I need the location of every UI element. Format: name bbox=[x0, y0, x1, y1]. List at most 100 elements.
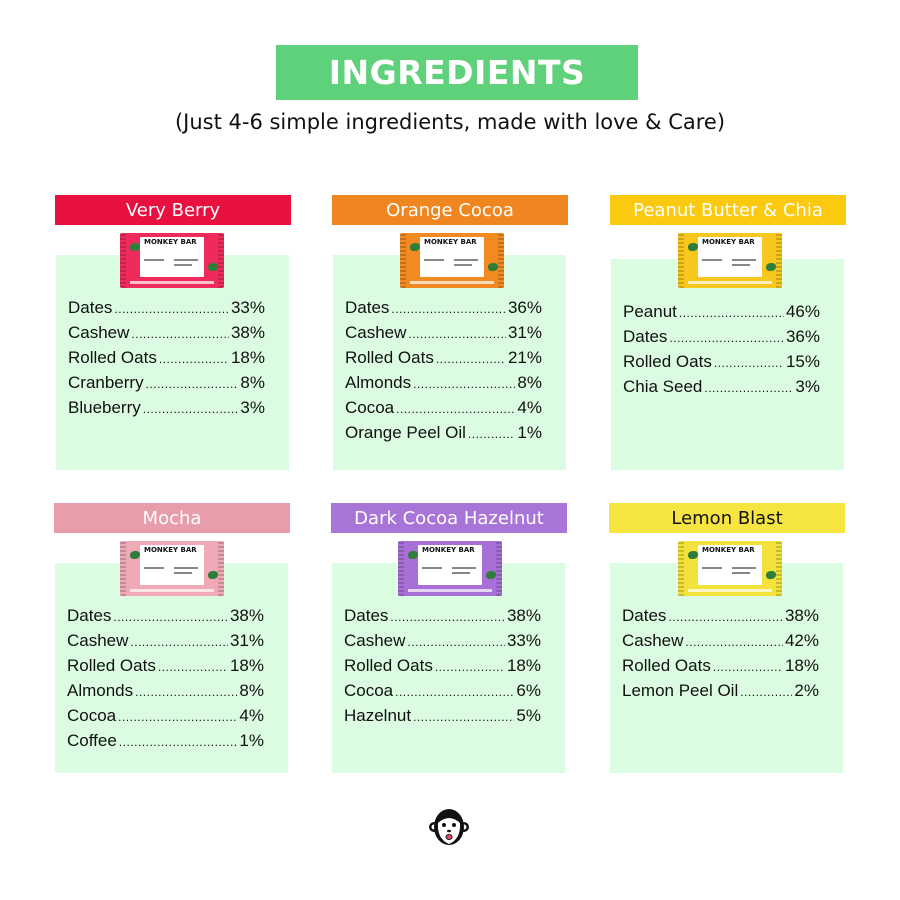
dot-leader bbox=[704, 376, 793, 401]
ingredient-percentage: 33% bbox=[230, 298, 265, 317]
dot-leader bbox=[413, 705, 514, 730]
dot-leader bbox=[390, 605, 505, 630]
ingredient-name: Dates bbox=[67, 606, 112, 625]
ingredient-name: Dates bbox=[68, 298, 113, 317]
ingredient-name: Cashew bbox=[622, 631, 684, 650]
dot-leader bbox=[468, 422, 515, 447]
ingredient-name: Blueberry bbox=[68, 398, 141, 417]
ingredient-percentage: 18% bbox=[506, 656, 541, 675]
ingredient-row: Cashew 33% bbox=[344, 628, 541, 653]
dot-leader bbox=[159, 347, 229, 372]
ingredient-percentage: 8% bbox=[517, 373, 542, 392]
flavor-name: Very Berry bbox=[55, 195, 291, 225]
ingredient-name: Cranberry bbox=[68, 373, 144, 392]
ingredient-percentage: 2% bbox=[794, 681, 819, 700]
ingredient-percentage: 21% bbox=[507, 348, 542, 367]
ingredient-name: Rolled Oats bbox=[345, 348, 434, 367]
ingredient-percentage: 36% bbox=[507, 298, 542, 317]
ingredient-row: Dates 38% bbox=[344, 603, 541, 628]
ingredient-row: Coffee 1% bbox=[67, 728, 264, 753]
dot-leader bbox=[119, 730, 238, 755]
ingredient-name: Dates bbox=[344, 606, 389, 625]
package-brand: MONKEY BAR bbox=[424, 238, 477, 246]
dot-leader bbox=[679, 301, 784, 326]
ingredient-percentage: 38% bbox=[229, 606, 264, 625]
ingredient-percentage: 36% bbox=[785, 327, 820, 346]
flavor-name: Mocha bbox=[54, 503, 290, 533]
ingredient-panel: Dates 38% Cashew 42% Rolled Oats 18% Lemon Pee… bbox=[610, 563, 843, 773]
ingredient-row: Dates 38% bbox=[622, 603, 819, 628]
ingredient-name: Cashew bbox=[345, 323, 407, 342]
ingredient-row: Almonds 8% bbox=[345, 370, 542, 395]
dot-leader bbox=[143, 397, 239, 422]
ingredient-name: Dates bbox=[622, 606, 667, 625]
ingredient-percentage: 38% bbox=[230, 323, 265, 342]
ingredient-row: Orange Peel Oil 1% bbox=[345, 420, 542, 445]
ingredient-percentage: 15% bbox=[785, 352, 820, 371]
ingredient-panel: Dates 33% Cashew 38% Rolled Oats 18% Cranberry… bbox=[56, 255, 289, 470]
product-card: Dates 36% Cashew 31% Rolled Oats 21% Almonds 8%… bbox=[332, 195, 568, 470]
monkey-bar-package-image: MONKEY BAR bbox=[678, 541, 782, 596]
ingredient-row: Rolled Oats 18% bbox=[68, 345, 265, 370]
product-card: Dates 38% Cashew 42% Rolled Oats 18% Lemon Pee… bbox=[609, 503, 845, 773]
package-brand: MONKEY BAR bbox=[144, 238, 197, 246]
dot-leader bbox=[407, 630, 505, 655]
dot-leader bbox=[436, 347, 506, 372]
monkey-bar-package-image: MONKEY BAR bbox=[398, 541, 502, 596]
ingredient-row: Cocoa 4% bbox=[345, 395, 542, 420]
dot-leader bbox=[408, 322, 506, 347]
ingredient-name: Rolled Oats bbox=[622, 656, 711, 675]
ingredient-percentage: 4% bbox=[239, 706, 264, 725]
dot-leader bbox=[130, 630, 228, 655]
ingredient-percentage: 18% bbox=[229, 656, 264, 675]
ingredient-percentage: 33% bbox=[506, 631, 541, 650]
dot-leader bbox=[413, 372, 515, 397]
flavor-name: Dark Cocoa Hazelnut bbox=[331, 503, 567, 533]
ingredient-name: Lemon Peel Oil bbox=[622, 681, 739, 700]
dot-leader bbox=[435, 655, 505, 680]
ingredient-row: Cashew 31% bbox=[345, 320, 542, 345]
ingredient-name: Rolled Oats bbox=[623, 352, 712, 371]
ingredient-panel: Dates 36% Cashew 31% Rolled Oats 21% Almonds 8%… bbox=[333, 255, 566, 470]
ingredient-name: Cocoa bbox=[344, 681, 394, 700]
ingredient-percentage: 8% bbox=[239, 681, 264, 700]
dot-leader bbox=[669, 326, 784, 351]
ingredient-name: Cashew bbox=[68, 323, 130, 342]
dot-leader bbox=[685, 630, 783, 655]
dot-leader bbox=[396, 397, 515, 422]
dot-leader bbox=[146, 372, 239, 397]
ingredient-row: Rolled Oats 18% bbox=[622, 653, 819, 678]
ingredient-name: Almonds bbox=[67, 681, 134, 700]
ingredient-percentage: 46% bbox=[785, 302, 820, 321]
ingredient-list: Dates 36% Cashew 31% Rolled Oats 21% Almonds 8%… bbox=[345, 295, 542, 445]
ingredient-row: Cashew 31% bbox=[67, 628, 264, 653]
dot-leader bbox=[135, 680, 237, 705]
dot-leader bbox=[391, 297, 506, 322]
dot-leader bbox=[395, 680, 514, 705]
flavor-name: Orange Cocoa bbox=[332, 195, 568, 225]
ingredient-list: Dates 38% Cashew 33% Rolled Oats 18% Cocoa 6% Ha… bbox=[344, 603, 541, 728]
ingredient-row: Dates 38% bbox=[67, 603, 264, 628]
flavor-name: Lemon Blast bbox=[609, 503, 845, 533]
dot-leader bbox=[713, 655, 783, 680]
ingredient-name: Orange Peel Oil bbox=[345, 423, 466, 442]
dot-leader bbox=[131, 322, 229, 347]
ingredient-panel: Dates 38% Cashew 31% Rolled Oats 18% Almonds 8%… bbox=[55, 563, 288, 773]
monkey-logo-icon bbox=[429, 809, 469, 845]
ingredient-list: Dates 33% Cashew 38% Rolled Oats 18% Cranberry… bbox=[68, 295, 265, 420]
ingredient-name: Almonds bbox=[345, 373, 412, 392]
monkey-bar-package-image: MONKEY BAR bbox=[678, 233, 782, 288]
ingredient-percentage: 18% bbox=[230, 348, 265, 367]
title-banner: INGREDIENTS bbox=[276, 45, 638, 100]
ingredient-panel: Peanut 46% Dates 36% Rolled Oats 15% Chia Seed… bbox=[611, 259, 844, 470]
ingredient-row: Rolled Oats 21% bbox=[345, 345, 542, 370]
ingredient-name: Rolled Oats bbox=[344, 656, 433, 675]
ingredient-row: Rolled Oats 18% bbox=[67, 653, 264, 678]
ingredient-name: Peanut bbox=[623, 302, 677, 321]
ingredient-list: Dates 38% Cashew 31% Rolled Oats 18% Almonds 8%… bbox=[67, 603, 264, 753]
ingredient-list: Dates 38% Cashew 42% Rolled Oats 18% Lemon Pee… bbox=[622, 603, 819, 703]
ingredient-percentage: 38% bbox=[784, 606, 819, 625]
ingredient-name: Hazelnut bbox=[344, 706, 412, 725]
ingredient-percentage: 1% bbox=[239, 731, 264, 750]
ingredient-list: Peanut 46% Dates 36% Rolled Oats 15% Chia Seed… bbox=[623, 299, 820, 399]
